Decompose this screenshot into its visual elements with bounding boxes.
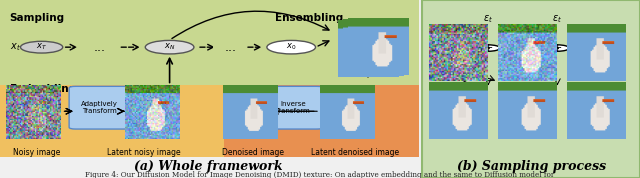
Text: Latent denoised image: Latent denoised image <box>311 148 399 157</box>
Text: $\hat{x}_0$: $\hat{x}_0$ <box>432 113 444 129</box>
FancyBboxPatch shape <box>69 86 130 129</box>
FancyBboxPatch shape <box>262 86 323 129</box>
Text: Denoised image: Denoised image <box>222 148 284 157</box>
Text: ...: ... <box>225 41 236 54</box>
Text: Average: Average <box>351 63 385 72</box>
Text: Inverse
Transform: Inverse Transform <box>275 101 310 114</box>
Bar <box>422 0 640 178</box>
Circle shape <box>20 41 63 53</box>
Circle shape <box>477 45 500 51</box>
Bar <box>0 0 419 85</box>
Circle shape <box>267 40 316 54</box>
Text: (a) Whole framework: (a) Whole framework <box>134 160 282 173</box>
Circle shape <box>145 40 194 54</box>
Text: +: + <box>553 43 562 53</box>
Text: $\varepsilon_t$: $\varepsilon_t$ <box>483 14 493 25</box>
Text: $x_1$: $x_1$ <box>432 30 444 41</box>
Bar <box>0 85 224 157</box>
Text: Adaptively
Transform: Adaptively Transform <box>81 101 118 114</box>
Text: Noisy image: Noisy image <box>13 148 61 157</box>
Text: $x_0$: $x_0$ <box>286 42 296 52</box>
Bar <box>224 85 419 157</box>
Text: Sampling: Sampling <box>10 13 65 23</box>
Text: $x_t$: $x_t$ <box>10 41 20 53</box>
Text: Figure 4: Our Diffusion Model for Image Denoising (DMID) texture: On adaptive em: Figure 4: Our Diffusion Model for Image … <box>85 171 555 178</box>
Text: $x_T$: $x_T$ <box>36 42 47 52</box>
Text: Embedding: Embedding <box>10 84 76 94</box>
Text: $x_N$: $x_N$ <box>164 42 175 52</box>
Text: Ensembling: Ensembling <box>275 13 344 23</box>
Text: Latent noisy image: Latent noisy image <box>107 148 181 157</box>
Circle shape <box>546 45 569 51</box>
Text: $\varepsilon_t$: $\varepsilon_t$ <box>552 14 563 25</box>
Text: (b) Sampling process: (b) Sampling process <box>456 160 606 173</box>
Text: ...: ... <box>93 41 105 54</box>
Text: +: + <box>484 43 493 53</box>
